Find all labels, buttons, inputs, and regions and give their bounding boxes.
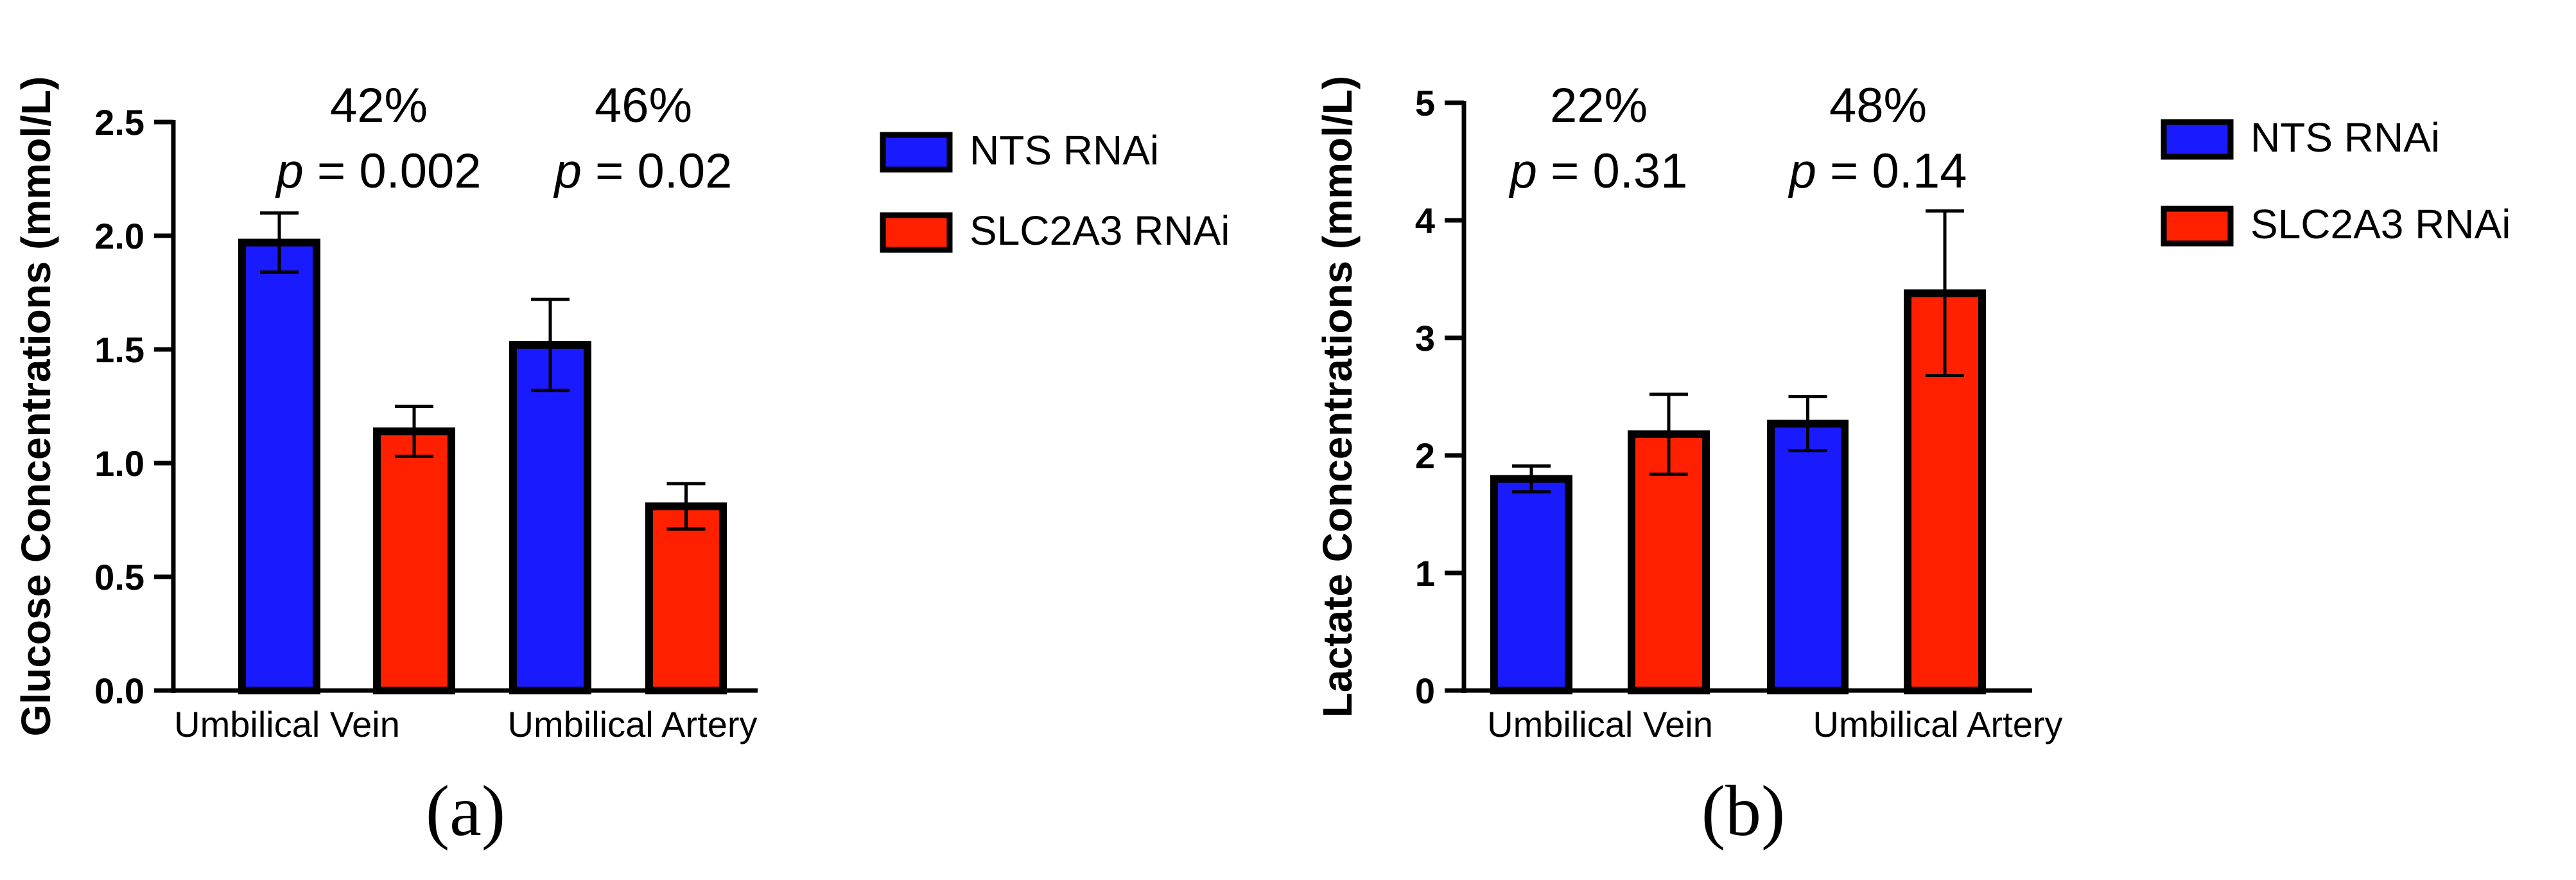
panel-label: (a): [426, 771, 505, 851]
x-category-label: Umbilical Vein: [1487, 704, 1713, 744]
legend-swatch-slc2a3-rnai: [2161, 206, 2234, 247]
x-category-label: Umbilical Artery: [508, 704, 758, 744]
annotation-percent: 48%: [1829, 78, 1927, 133]
chart-panel-1: 0.0 0.5 1.0 1.5 2.0 2.5 Glucose Concentrations…: [13, 76, 1230, 851]
y-tick-label: 1.0: [94, 443, 144, 484]
bar-slc2a3-rnai-umbilical-artery: [645, 502, 727, 694]
bar-nts-rnai-umbilical-vein: [1490, 475, 1572, 694]
y-tick-label: 2.0: [94, 216, 144, 256]
annotation-percent: 46%: [595, 78, 692, 133]
legend-label: SLC2A3 RNAi: [2250, 201, 2511, 247]
y-tick-label: 2: [1415, 436, 1435, 476]
annotation-percent: 22%: [1550, 78, 1648, 133]
y-tick-label: 0.5: [94, 557, 144, 597]
annotation-percent: 42%: [330, 78, 428, 133]
y-tick-label: 4: [1415, 200, 1435, 241]
annotation-p-value: p = 0.31: [1509, 144, 1688, 198]
legend-swatch-slc2a3-rnai: [880, 212, 953, 253]
legend-label: NTS RNAi: [970, 127, 1159, 173]
legend-label: NTS RNAi: [2250, 114, 2440, 161]
legend-swatch-nts-rnai: [2161, 119, 2234, 160]
y-tick-label: 1.5: [94, 330, 144, 370]
bar-nts-rnai-umbilical-vein: [238, 238, 320, 694]
bar-nts-rnai-umbilical-artery: [1767, 419, 1849, 695]
y-axis-label: Lactate Concentrations (mmol/L): [1314, 76, 1361, 717]
panel-label: (b): [1701, 771, 1786, 851]
x-category-label: Umbilical Artery: [1813, 704, 2063, 744]
y-tick-label: 1: [1415, 553, 1435, 594]
chart-panel-2: 0 1 2 3 4 5 Lactate Concentrations (mmol/L) Umb…: [1314, 76, 2511, 851]
y-tick-label: 3: [1415, 318, 1435, 358]
annotation-p-value: p = 0.14: [1788, 144, 1967, 198]
annotation-p-value: p = 0.02: [553, 144, 733, 198]
legend-label: SLC2A3 RNAi: [970, 207, 1230, 254]
bar-nts-rnai-umbilical-artery: [509, 340, 591, 694]
y-axis-label: Glucose Concentrations (mmol/L): [13, 76, 59, 737]
y-tick-label: 0.0: [94, 671, 144, 711]
y-tick-label: 5: [1415, 83, 1435, 123]
x-category-label: Umbilical Vein: [174, 704, 400, 744]
annotation-p-value: p = 0.002: [275, 144, 481, 198]
legend-swatch-nts-rnai: [880, 132, 953, 173]
bar-slc2a3-rnai-umbilical-vein: [373, 427, 455, 694]
y-tick-label: 0: [1415, 671, 1435, 711]
y-tick-label: 2.5: [94, 102, 144, 143]
